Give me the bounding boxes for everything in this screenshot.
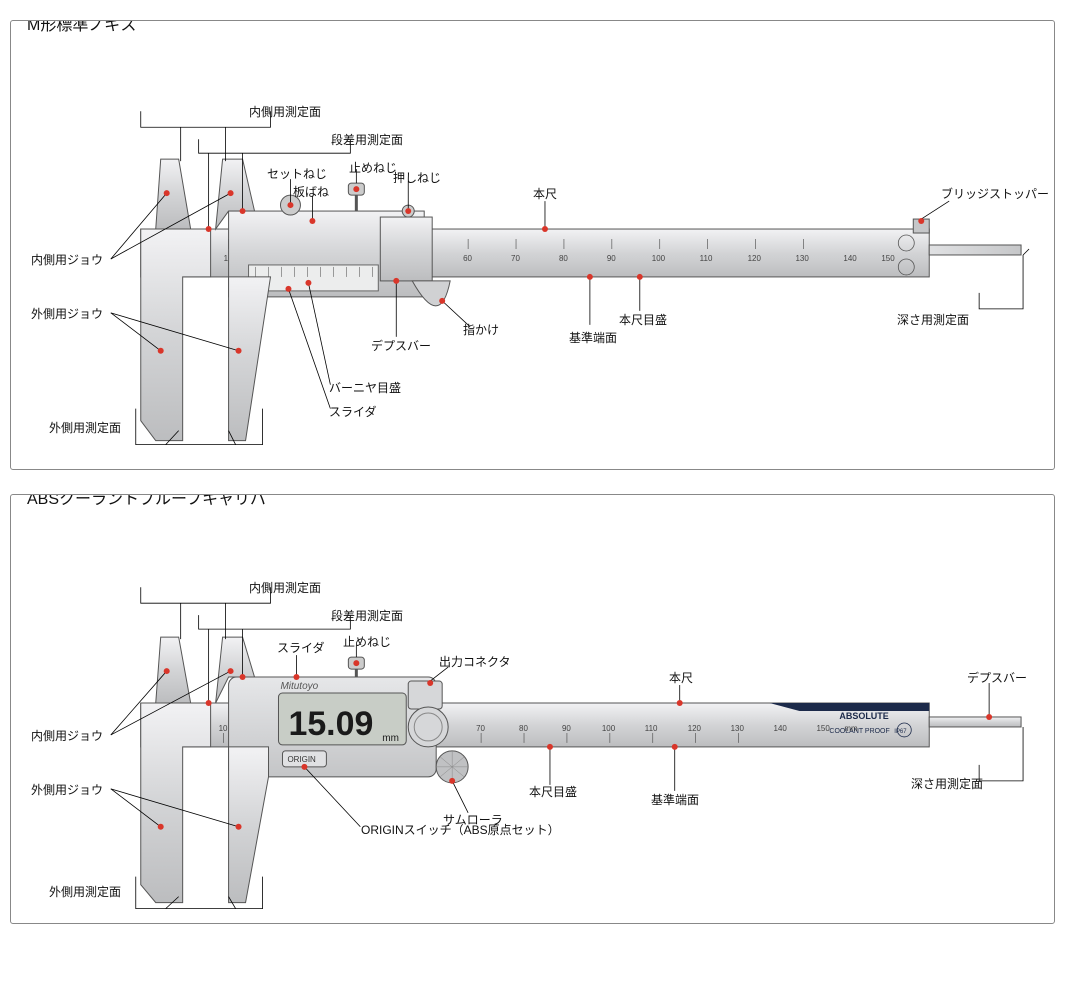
lbl-inside-face: 内側用測定面 <box>249 103 321 120</box>
svg-text:140: 140 <box>774 724 788 733</box>
lbl-slider: スライダ <box>329 403 377 420</box>
svg-text:10: 10 <box>219 724 228 733</box>
svg-text:130: 130 <box>731 724 745 733</box>
lbl-thumb: 指かけ <box>463 321 499 338</box>
dlbl-refend: 基準端面 <box>651 791 699 808</box>
lbl-leaf: 板ばね <box>293 183 329 200</box>
lbl-refend: 基準端面 <box>569 329 617 346</box>
svg-text:150: 150 <box>881 254 895 263</box>
lbl-bridge: ブリッジストッパー <box>941 185 1049 202</box>
digital-diagram: ABSOLUTE COOLANT PROOF IP67 0 10 60 70 8… <box>11 495 1054 915</box>
lbl-inside-jaw: 内側用ジョウ <box>31 251 103 268</box>
lbl-lock: 止めねじ <box>349 159 397 176</box>
lbl-maingrad: 本尺目盛 <box>619 311 667 328</box>
dlbl-inside-face: 内側用測定面 <box>249 579 321 596</box>
svg-text:70: 70 <box>476 724 485 733</box>
svg-text:150: 150 <box>816 724 830 733</box>
svg-text:100: 100 <box>602 724 616 733</box>
dlbl-outside-face: 外側用測定面 <box>49 883 121 900</box>
lbl-depthbar: デプスバー <box>371 337 431 354</box>
svg-text:120: 120 <box>748 254 762 263</box>
lbl-step-face: 段差用測定面 <box>331 131 403 148</box>
lbl-outside-face: 外側用測定面 <box>49 419 121 436</box>
svg-text:110: 110 <box>645 724 658 733</box>
dlbl-depthface: 深さ用測定面 <box>911 775 983 792</box>
lbl-set-screw: セットねじ <box>267 165 327 182</box>
dlbl-slider: スライダ <box>277 639 325 656</box>
svg-text:60: 60 <box>463 254 472 263</box>
svg-text:mm: mm <box>382 733 399 744</box>
svg-text:140: 140 <box>843 254 857 263</box>
dlbl-lock: 止めねじ <box>343 633 391 650</box>
dlbl-step-face: 段差用測定面 <box>331 607 403 624</box>
svg-text:COOLANT PROOF: COOLANT PROOF <box>829 728 889 735</box>
svg-text:130: 130 <box>795 254 809 263</box>
svg-text:90: 90 <box>562 724 571 733</box>
lbl-push: 押しねじ <box>393 169 441 186</box>
svg-text:80: 80 <box>519 724 528 733</box>
vernier-diagram: 0 10 20 30 40 50 60 70 80 90 100 110 120… <box>11 21 1054 461</box>
dlbl-mainscale: 本尺 <box>669 669 693 686</box>
dlbl-inside-jaw: 内側用ジョウ <box>31 727 103 744</box>
svg-text:80: 80 <box>559 254 568 263</box>
svg-text:70: 70 <box>511 254 520 263</box>
svg-text:ORIGIN: ORIGIN <box>287 755 316 764</box>
digital-panel: ABSクーラントプルーフキャリパ ABSOLUTE COOLANT PROOF … <box>10 494 1055 924</box>
dlbl-origin: ORIGINスイッチ（ABS原点セット） <box>361 821 560 838</box>
svg-text:ABSOLUTE: ABSOLUTE <box>839 711 888 721</box>
vernier-panel: M形標準ノギス <box>10 20 1055 470</box>
svg-text:100: 100 <box>652 254 666 263</box>
dlbl-output: 出力コネクタ <box>439 653 511 670</box>
svg-text:Mitutoyo: Mitutoyo <box>280 681 318 692</box>
svg-text:90: 90 <box>607 254 616 263</box>
svg-text:IP67: IP67 <box>894 729 907 735</box>
svg-text:mm: mm <box>844 724 858 733</box>
lbl-depthface: 深さ用測定面 <box>897 311 969 328</box>
lbl-mainscale: 本尺 <box>533 185 557 202</box>
lbl-vernier: バーニヤ目盛 <box>329 379 401 396</box>
svg-text:110: 110 <box>700 254 713 263</box>
lcd-value: 15.09 <box>288 705 373 743</box>
lbl-outside-jaw: 外側用ジョウ <box>31 305 103 322</box>
svg-text:120: 120 <box>688 724 702 733</box>
dlbl-maingrad: 本尺目盛 <box>529 783 577 800</box>
dlbl-outside-jaw: 外側用ジョウ <box>31 781 103 798</box>
dlbl-depthbar: デプスバー <box>967 669 1027 686</box>
